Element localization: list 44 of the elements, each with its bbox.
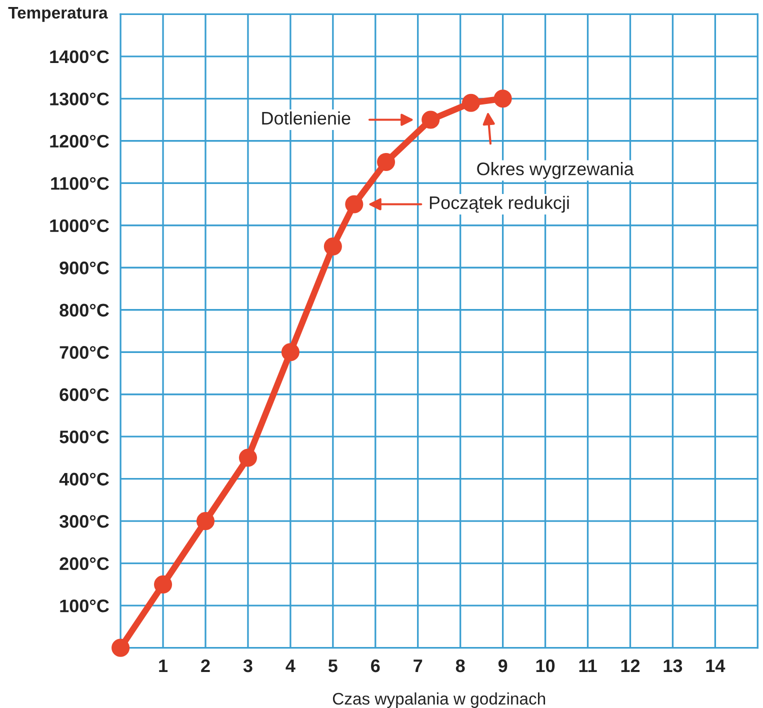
annotation: Okres wygrzewania: [477, 162, 634, 179]
point: [238, 448, 258, 467]
y-tick-label: 1400°C: [50, 50, 109, 64]
x-tick-label: 6: [371, 659, 380, 672]
y-tick-label: 700°C: [60, 346, 109, 359]
x-tick-label: 5: [328, 660, 338, 672]
x-tick-label: 8: [456, 659, 465, 672]
point: [345, 195, 364, 214]
y-tick-label: 600°C: [60, 388, 109, 402]
x-tick-label: 10: [536, 659, 555, 672]
x-tick-label: 1: [159, 660, 168, 672]
annotation: Początek redukcji: [430, 196, 569, 213]
y-tick-label: 300°C: [59, 515, 109, 528]
point: [422, 110, 440, 129]
y-tick-label: 1000°C: [50, 219, 109, 232]
point: [494, 90, 512, 108]
x-tick-label: 14: [706, 660, 726, 672]
annotation: Dotlenienie: [262, 111, 350, 125]
y-tick-label: 800°C: [60, 304, 109, 317]
y-tick-label: 100°C: [60, 600, 109, 612]
y-tick-label: 200°C: [60, 557, 109, 570]
y-tick-label: 400°C: [59, 472, 109, 486]
y-tick-label: 1100°C: [51, 177, 109, 190]
point: [376, 152, 396, 172]
x-tick-label: 4: [286, 660, 296, 672]
x-tick-label: 3: [243, 659, 252, 672]
point: [196, 512, 215, 530]
y-axis-title: Temperatura: [8, 7, 108, 22]
x-tick-label: 9: [498, 659, 508, 672]
x-tick-label: 7: [414, 660, 422, 672]
x-tick-label: 2: [201, 659, 210, 672]
x-tick-label: 11: [579, 660, 597, 672]
x-axis-title: Czas wypalania w godzinach: [332, 692, 546, 708]
y-tick-label: 1300°C: [50, 92, 109, 106]
y-tick-label: 1200°C: [50, 134, 109, 148]
point: [154, 575, 172, 594]
point: [112, 638, 130, 657]
x-tick-label: 12: [621, 659, 640, 672]
y-tick-label: 900°C: [60, 262, 109, 274]
point: [281, 343, 300, 362]
point: [324, 237, 342, 256]
y-tick-label: 500°C: [60, 430, 109, 444]
point: [462, 94, 480, 112]
x-tick-label: 13: [664, 659, 682, 672]
